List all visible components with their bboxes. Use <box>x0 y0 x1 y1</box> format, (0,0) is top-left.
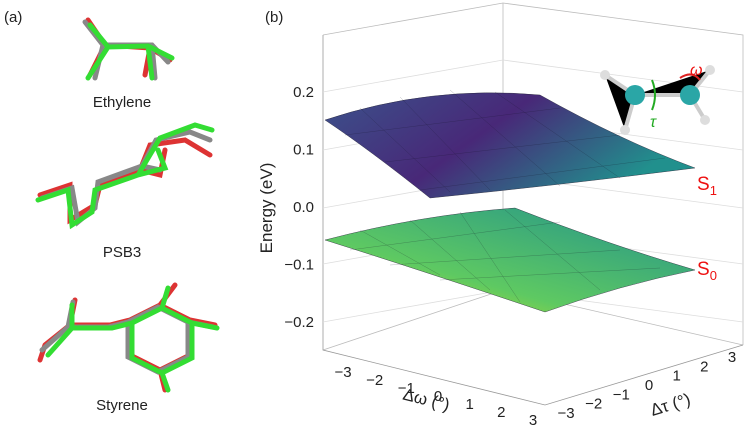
z-axis-title: Energy (eV) <box>257 163 276 254</box>
y-axis-title: Δτ (°) <box>648 390 693 420</box>
y-tick-label: 1 <box>672 368 680 385</box>
x-tick-label: 2 <box>497 404 505 421</box>
x-tick-label: 3 <box>529 412 537 429</box>
y-tick-label: −3 <box>557 405 574 422</box>
x-tick-label: 1 <box>465 396 473 413</box>
omega-label: ω <box>690 62 702 79</box>
molecule-name: Styrene <box>96 397 148 414</box>
state-subscript: 1 <box>710 183 717 198</box>
plot-box <box>322 2 744 406</box>
molecule-name: Ethylene <box>93 94 151 111</box>
y-tick-label: 3 <box>728 349 736 366</box>
state-letter: S <box>697 174 710 195</box>
x-tick-label: −2 <box>366 372 383 389</box>
state-label: S1 <box>697 174 717 198</box>
surface-s1 <box>324 92 696 199</box>
z-tick-label: 0.2 <box>293 84 314 101</box>
z-tick-label: 0.1 <box>293 142 314 159</box>
surface-s0 <box>324 207 696 313</box>
y-tick-label: −2 <box>585 396 602 413</box>
y-tick-label: 0 <box>645 377 653 394</box>
state-label: S0 <box>697 259 717 283</box>
panel-label: (b) <box>265 9 283 26</box>
molecule-name: PSB3 <box>103 244 141 261</box>
panel-label: (a) <box>4 9 22 26</box>
state-letter: S <box>697 259 710 280</box>
state-subscript: 0 <box>710 268 717 283</box>
y-tick-label: −1 <box>613 386 630 403</box>
z-tick-label: −0.1 <box>284 257 314 274</box>
inset-molecule <box>600 65 715 135</box>
y-tick-label: 2 <box>700 358 708 375</box>
tau-label: τ <box>650 114 657 131</box>
molecules <box>35 17 220 393</box>
x-tick-label: 0 <box>434 388 442 405</box>
z-tick-label: 0.0 <box>293 199 314 216</box>
x-tick-label: −3 <box>334 364 351 381</box>
z-tick-label: −0.2 <box>284 314 314 331</box>
x-tick-label: −1 <box>398 380 415 397</box>
surface-mesh <box>344 89 666 303</box>
